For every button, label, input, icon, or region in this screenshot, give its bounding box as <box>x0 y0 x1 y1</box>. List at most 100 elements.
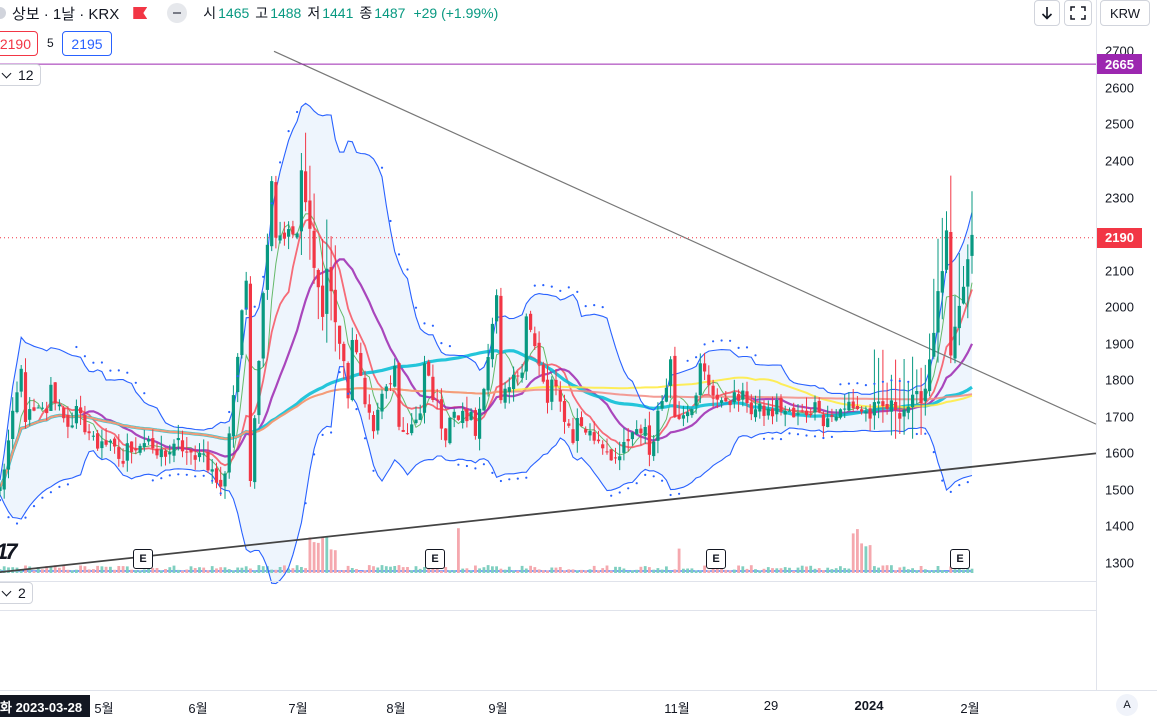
candle <box>202 439 206 463</box>
candle <box>206 441 210 473</box>
earnings-marker[interactable]: E <box>950 549 970 569</box>
candle-body <box>461 410 465 423</box>
candle-body <box>278 235 282 241</box>
volume-bar <box>834 568 838 573</box>
candle-body <box>299 170 303 232</box>
earnings-marker[interactable]: E <box>706 549 726 569</box>
price-tick-label: 2400 <box>1105 153 1134 169</box>
download-button[interactable] <box>1034 0 1060 26</box>
candle <box>66 406 70 439</box>
candle-body <box>376 409 380 431</box>
sar-dot <box>881 380 885 383</box>
moving-average-line <box>0 258 973 488</box>
volume-bar <box>817 568 821 573</box>
candle-body <box>227 433 231 473</box>
volume-bar <box>766 567 770 573</box>
candle-body <box>690 409 694 416</box>
candle <box>452 408 456 428</box>
candle-body <box>384 386 388 392</box>
volume-bar <box>92 569 95 573</box>
price-tick-label: 1500 <box>1105 482 1134 498</box>
candle-body <box>282 232 286 239</box>
earnings-marker[interactable]: E <box>133 549 153 569</box>
earnings-marker[interactable]: E <box>425 549 445 569</box>
volume-bar <box>826 567 830 573</box>
minimize-legend-icon[interactable] <box>167 3 188 23</box>
candle <box>809 407 813 418</box>
candle-body <box>932 332 936 357</box>
price-tick-label: 1700 <box>1105 409 1134 425</box>
candle-body <box>821 414 825 427</box>
flag-icon[interactable] <box>133 7 148 19</box>
volume-bar <box>444 567 448 573</box>
candle <box>928 333 932 397</box>
candle-body <box>121 460 125 464</box>
fullscreen-button[interactable] <box>1064 0 1092 26</box>
candle <box>596 430 601 444</box>
volume-bar <box>350 568 354 573</box>
volume-bar <box>728 570 732 573</box>
sar-dot <box>296 110 299 114</box>
candle <box>19 365 23 398</box>
volume-bar <box>109 566 112 573</box>
candle <box>388 375 393 391</box>
volume-bar <box>45 566 49 573</box>
candle <box>155 442 159 459</box>
volume-bar <box>79 565 82 573</box>
candle <box>885 382 889 415</box>
candle <box>881 349 885 423</box>
candle <box>393 358 397 388</box>
candle <box>295 232 299 240</box>
trend-line-lower <box>0 452 1097 574</box>
sar-dot <box>618 491 621 494</box>
candle-body <box>380 393 384 412</box>
candle-body <box>147 439 151 442</box>
volume-bar <box>546 570 549 573</box>
candle-body <box>291 226 295 235</box>
buy-button[interactable]: 2195 <box>62 31 112 56</box>
sell-button[interactable]: 2190 <box>0 31 38 56</box>
volume-bar <box>877 567 880 573</box>
indicators-toggle[interactable]: 12 <box>0 64 41 86</box>
candle <box>953 295 957 364</box>
candle <box>652 435 656 461</box>
volume-bar <box>363 570 367 573</box>
volume-bar <box>783 567 787 573</box>
candle-body <box>698 363 702 396</box>
candle <box>639 424 643 446</box>
candle-body <box>244 280 248 310</box>
candle-body <box>571 429 575 443</box>
candle-body <box>180 440 185 452</box>
candle-body <box>677 414 681 419</box>
candle-body <box>367 404 371 413</box>
volume-bar <box>558 567 562 573</box>
candle-body <box>40 407 44 409</box>
logo-mark: 17 <box>0 539 18 564</box>
volume-bar <box>665 566 668 573</box>
low-value: 1441 <box>322 5 354 21</box>
volume-bar <box>856 529 859 573</box>
volume-bar <box>155 568 159 573</box>
currency-button[interactable]: KRW <box>1100 0 1150 26</box>
candle <box>558 381 562 412</box>
candle-body <box>363 377 367 405</box>
candle-body <box>550 379 554 402</box>
auto-scale-button[interactable]: A <box>1116 694 1138 716</box>
sub-indicators-toggle[interactable]: 2 <box>0 582 33 604</box>
time-axis[interactable]: 5월 6월 7월 8월 9월 11월 29 2024 2월 <box>0 690 1157 720</box>
candle <box>79 395 83 425</box>
volume-bar <box>864 546 868 573</box>
candle <box>868 404 872 431</box>
symbol-title[interactable]: 상보 · 1날 · KRX <box>12 5 120 23</box>
candle <box>745 381 749 413</box>
candle-body <box>125 443 129 461</box>
volume-bar <box>860 543 863 573</box>
candle-body <box>482 388 486 411</box>
volume-bar <box>308 537 312 573</box>
pane-separator[interactable] <box>0 581 1096 582</box>
candle <box>826 405 830 428</box>
sar-dot <box>729 339 732 342</box>
volume-bar <box>626 570 630 573</box>
volume-bar <box>495 566 498 573</box>
